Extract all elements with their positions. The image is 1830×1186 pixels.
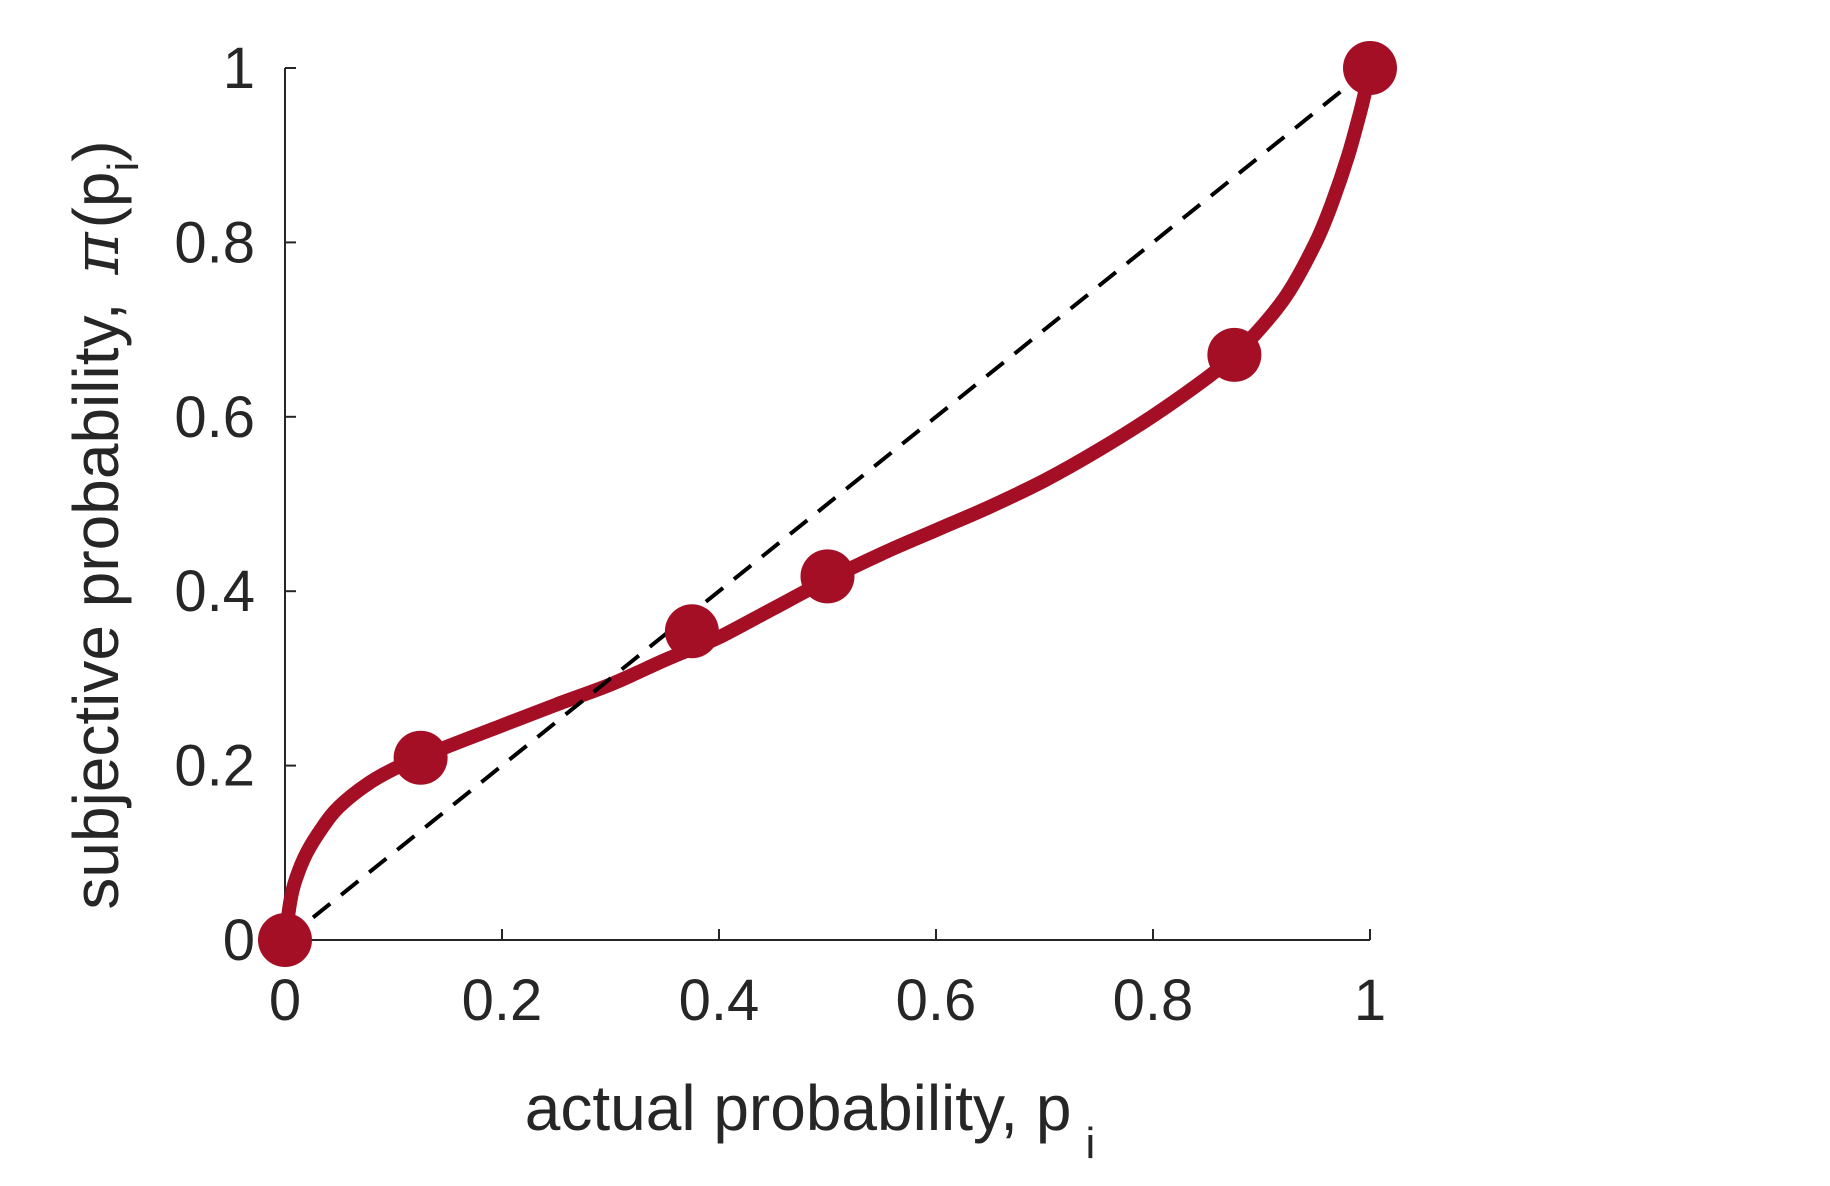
x-tick-label: 0.8 <box>1113 968 1194 1033</box>
x-ticks: 0 0.2 0.4 0.6 0.8 1 <box>269 929 1386 1033</box>
y-axis-title-subscript: i <box>99 162 148 172</box>
x-axis-title: actual probability, p i <box>525 1072 1095 1168</box>
data-point-marker <box>1207 327 1262 382</box>
y-tick-label: 1 <box>223 36 255 101</box>
x-axis-title-subscript: i <box>1085 1119 1095 1168</box>
y-tick-label: 0 <box>223 908 255 973</box>
y-ticks: 0 0.2 0.4 0.6 0.8 1 <box>174 36 296 973</box>
y-axis-title-open: (p <box>60 172 132 229</box>
y-axis-title-prefix: subjective probability, <box>60 302 132 909</box>
x-tick-label: 1 <box>1354 968 1386 1033</box>
data-point-marker <box>258 913 312 967</box>
y-axis-title: subjective probability, π(pi) <box>60 140 148 909</box>
axes: 0 0.2 0.4 0.6 0.8 1 0 0.2 0.4 0.6 0.8 1 <box>174 36 1386 1033</box>
x-tick-label: 0.2 <box>462 968 543 1033</box>
data-point-marker <box>393 730 448 785</box>
x-axis-title-main: actual probability, p <box>525 1072 1072 1144</box>
y-axis-title-symbol: π <box>60 231 134 275</box>
y-tick-label: 0.4 <box>174 559 255 624</box>
data-point-marker <box>664 604 719 659</box>
x-tick-label: 0 <box>269 968 301 1033</box>
weighting-curve <box>278 61 1377 947</box>
y-tick-label: 0.6 <box>174 385 255 450</box>
y-tick-label: 0.2 <box>174 734 255 799</box>
data-point-marker <box>800 549 855 604</box>
plot-markers <box>258 41 1397 967</box>
x-tick-label: 0.4 <box>679 968 760 1033</box>
x-tick-label: 0.6 <box>896 968 977 1033</box>
data-point-marker <box>1343 41 1397 95</box>
identity-line <box>283 66 1372 942</box>
y-axis-title-close: ) <box>60 140 132 161</box>
y-tick-label: 0.8 <box>174 210 255 275</box>
plot-series <box>278 61 1377 947</box>
